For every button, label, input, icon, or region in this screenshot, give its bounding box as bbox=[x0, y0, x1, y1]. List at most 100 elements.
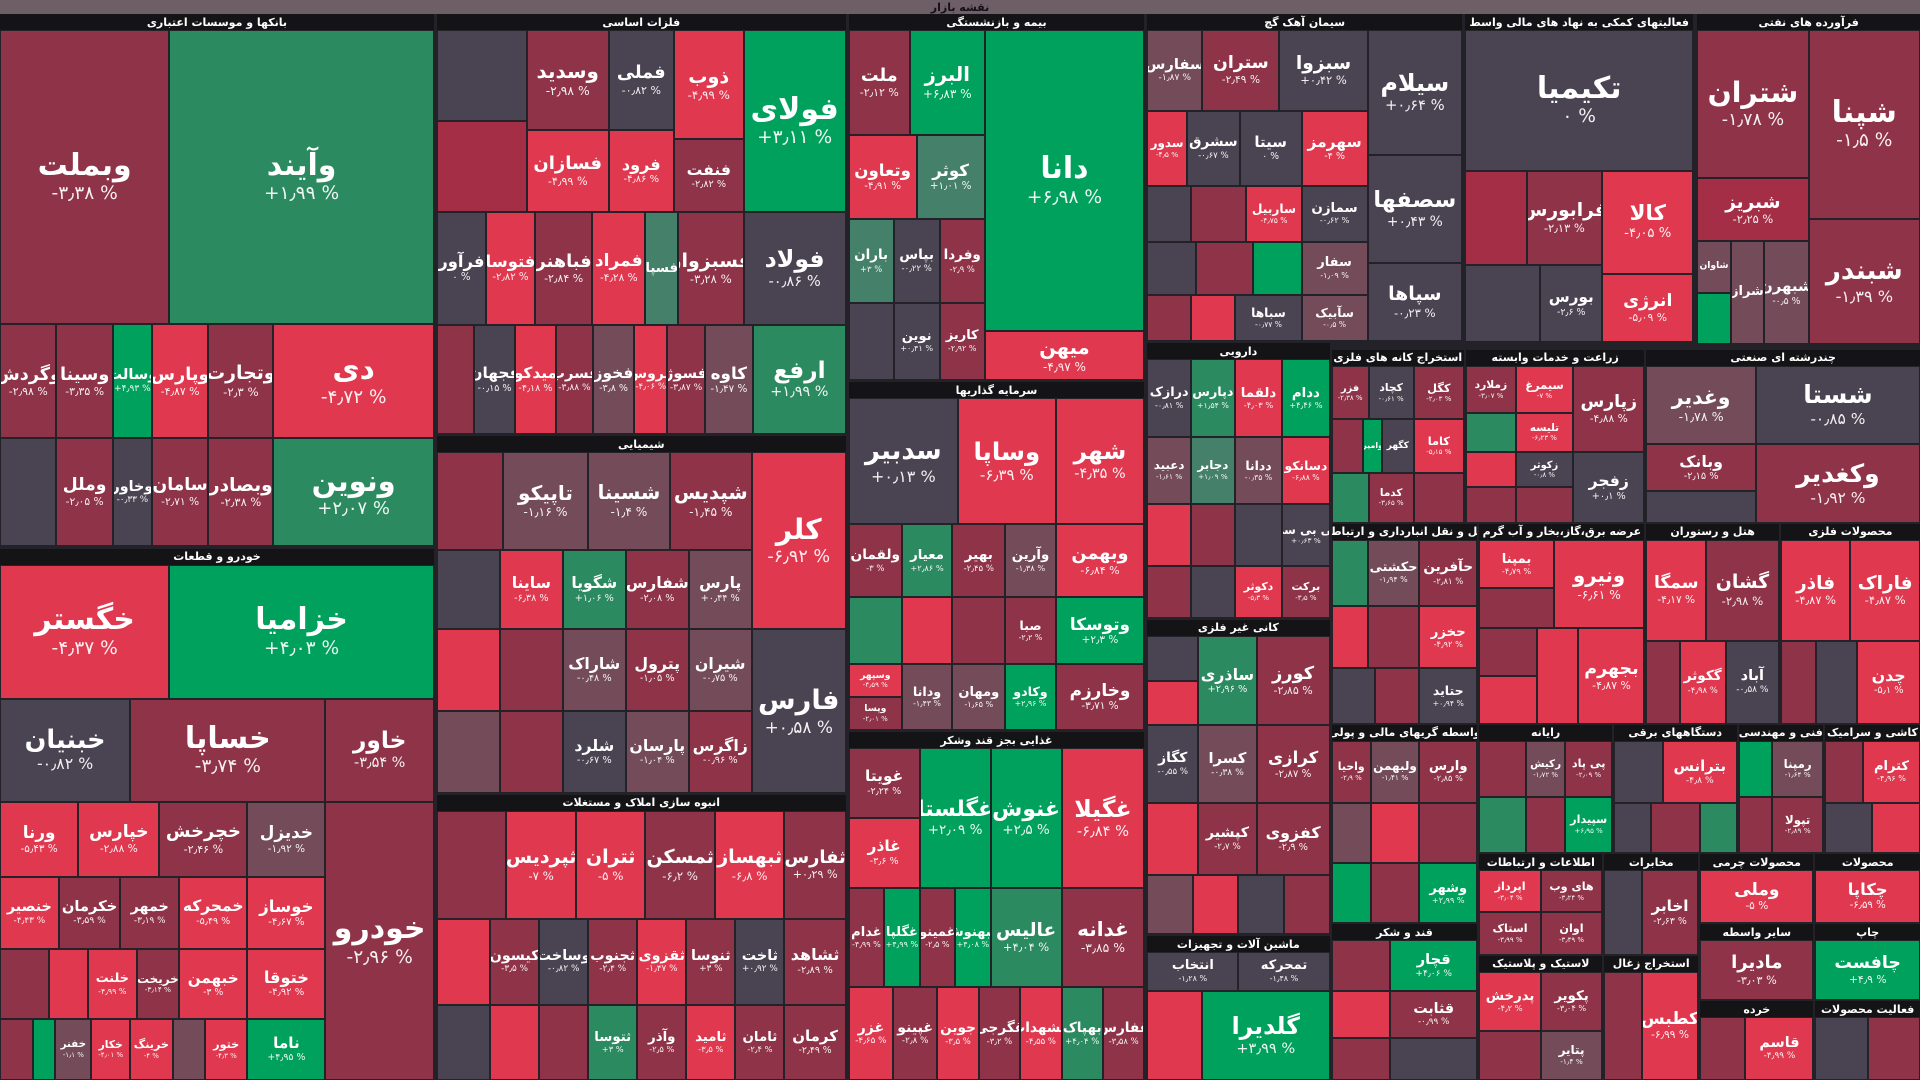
stock-tile[interactable]: کاوه -۱٫۴۷ % bbox=[705, 326, 752, 434]
stock-tile[interactable]: شستا -۰٫۸۵ % bbox=[1756, 366, 1919, 444]
stock-tile[interactable]: سباها -۰٫۷۷ % bbox=[1236, 295, 1301, 341]
stock-tile[interactable]: ونیرو -۶٫۶۱ % bbox=[1554, 540, 1644, 628]
stock-tile-unlabeled[interactable] bbox=[1414, 473, 1463, 522]
stock-tile-unlabeled[interactable] bbox=[500, 712, 562, 792]
stock-tile[interactable]: غپینو -۲٫۸ % bbox=[894, 988, 937, 1079]
stock-tile-unlabeled[interactable] bbox=[1480, 629, 1537, 675]
stock-tile[interactable]: سپاها -۰٫۲۳ % bbox=[1368, 264, 1462, 341]
stock-tile[interactable]: حکشتی -۱٫۹۴ % bbox=[1369, 540, 1419, 605]
stock-tile-unlabeled[interactable] bbox=[849, 598, 901, 663]
stock-tile-unlabeled[interactable] bbox=[1148, 681, 1198, 725]
stock-tile[interactable]: ولقمان -۳ % bbox=[849, 525, 901, 597]
stock-tile[interactable]: غدانه -۳٫۸۵ % bbox=[1062, 888, 1144, 987]
stock-tile[interactable]: خرینگ -۴ % bbox=[131, 1019, 172, 1079]
stock-tile[interactable]: پکویر -۳٫۰۴ % bbox=[1541, 972, 1602, 1031]
stock-tile[interactable]: دی -۴٫۷۲ % bbox=[274, 325, 433, 437]
stock-tile[interactable]: میدکو -۴٫۱۸ % bbox=[515, 326, 555, 434]
stock-tile[interactable]: ثامان -۲٫۴ % bbox=[736, 1005, 784, 1079]
stock-tile[interactable]: وبانک -۲٫۱۵ % bbox=[1647, 445, 1755, 491]
stock-tile[interactable]: ودانا -۱٫۴۳ % bbox=[902, 664, 952, 730]
stock-tile[interactable]: غگرجی-۳٫۲ % bbox=[979, 988, 1020, 1079]
stock-tile[interactable]: ثپردیس -۷ % bbox=[507, 811, 575, 918]
stock-tile[interactable]: خفنر -۱٫۱ % bbox=[56, 1019, 91, 1079]
stock-tile[interactable]: شبندر -۱٫۳۹ % bbox=[1809, 219, 1919, 344]
stock-tile[interactable]: خنصیر -۴٫۴۳ % bbox=[1, 877, 58, 949]
stock-tile[interactable]: شپنا -۱٫۵ % bbox=[1809, 31, 1919, 218]
stock-tile[interactable]: فسبزوار-۳٫۲۸ % bbox=[679, 212, 743, 325]
stock-tile[interactable]: ثتران -۵ % bbox=[576, 811, 645, 918]
stock-tile-unlabeled[interactable] bbox=[1701, 1018, 1745, 1079]
stock-tile[interactable]: ساربیل -۴٫۷۵ % bbox=[1247, 186, 1301, 241]
stock-tile[interactable]: فارس +۰٫۵۸ % bbox=[752, 630, 845, 792]
stock-tile[interactable]: قاسم -۴٫۹۹ % bbox=[1746, 1018, 1813, 1079]
stock-tile[interactable]: شیران -۰٫۷۵ % bbox=[689, 630, 751, 710]
stock-tile[interactable]: تلیسه -۶٫۲۳ % bbox=[1516, 414, 1573, 452]
stock-tile-unlabeled[interactable] bbox=[1192, 567, 1234, 617]
stock-tile-unlabeled[interactable] bbox=[1873, 803, 1919, 853]
stock-tile-unlabeled[interactable] bbox=[1465, 171, 1526, 265]
stock-tile[interactable]: واحیا -۲٫۹ % bbox=[1332, 741, 1370, 802]
stock-tile-unlabeled[interactable] bbox=[1480, 1032, 1540, 1079]
stock-tile-unlabeled[interactable] bbox=[1148, 242, 1195, 294]
stock-tile[interactable]: پدرخش -۴٫۲ % bbox=[1480, 972, 1540, 1031]
stock-tile[interactable]: فمراد -۴٫۲۸ % bbox=[593, 212, 645, 325]
stock-tile[interactable]: ختوقا -۴٫۹۲ % bbox=[248, 950, 325, 1018]
stock-tile-unlabeled[interactable] bbox=[1332, 941, 1389, 990]
stock-tile[interactable]: وسینا -۳٫۳۵ % bbox=[57, 325, 112, 437]
stock-tile[interactable]: بترانس -۴٫۸ % bbox=[1663, 741, 1736, 802]
stock-tile[interactable]: سامان -۲٫۷۱ % bbox=[152, 439, 208, 546]
stock-tile[interactable]: ددانا -۰٫۳۵ % bbox=[1235, 437, 1282, 504]
stock-tile-unlabeled[interactable] bbox=[1, 1019, 32, 1079]
stock-tile-unlabeled[interactable] bbox=[1332, 473, 1368, 522]
stock-tile[interactable]: تمحرکه -۱٫۴۸ % bbox=[1239, 953, 1329, 990]
stock-tile[interactable]: کچاد -۰٫۶۱ % bbox=[1369, 366, 1413, 419]
stock-tile[interactable]: خگستر -۴٫۳۷ % bbox=[1, 565, 169, 698]
stock-tile[interactable]: ددام +۴٫۴۶ % bbox=[1283, 360, 1329, 436]
stock-tile[interactable]: اوان -۳٫۴۹ % bbox=[1541, 913, 1602, 954]
stock-tile[interactable]: قچار +۴٫۰۶ % bbox=[1390, 941, 1477, 990]
stock-tile[interactable]: فجهان-۰٫۱۵ % bbox=[475, 326, 514, 434]
stock-tile[interactable]: وگردش-۲٫۹۸ % bbox=[1, 325, 56, 437]
stock-tile[interactable]: ثمسکن -۶٫۲ % bbox=[646, 811, 714, 918]
stock-tile-unlabeled[interactable] bbox=[1196, 242, 1253, 294]
stock-tile[interactable]: درازک -۰٫۸۱ % bbox=[1148, 360, 1190, 436]
stock-tile[interactable]: شبریز -۲٫۲۵ % bbox=[1698, 178, 1808, 240]
stock-tile-unlabeled[interactable] bbox=[1148, 505, 1190, 566]
stock-tile[interactable]: سصفها +۰٫۴۳ % bbox=[1368, 155, 1462, 263]
stock-tile[interactable]: خکرمان -۳٫۵۹ % bbox=[59, 877, 120, 949]
stock-tile[interactable]: سمازن -۰٫۶۲ % bbox=[1302, 186, 1367, 241]
stock-tile-unlabeled[interactable] bbox=[1332, 540, 1367, 605]
stock-tile-unlabeled[interactable] bbox=[437, 630, 499, 710]
stock-tile[interactable]: فسرب-۳٫۸۸ % bbox=[556, 326, 593, 434]
stock-tile[interactable]: وبهمن -۶٫۸۴ % bbox=[1056, 525, 1144, 597]
stock-tile[interactable]: فولاد -۰٫۸۶ % bbox=[744, 212, 845, 325]
stock-tile[interactable]: خبنیان -۰٫۸۲ % bbox=[1, 699, 130, 801]
stock-tile-unlabeled[interactable] bbox=[1148, 991, 1201, 1079]
stock-tile[interactable]: غدام -۴٫۹۹ % bbox=[849, 888, 884, 987]
stock-tile-unlabeled[interactable] bbox=[1698, 293, 1730, 344]
stock-tile[interactable]: دلقما -۴٫۰۳ % bbox=[1235, 360, 1282, 436]
stock-tile[interactable]: گکوثر -۴٫۹۸ % bbox=[1680, 641, 1725, 723]
stock-tile[interactable]: خمهر -۳٫۱۹ % bbox=[121, 877, 179, 949]
stock-tile[interactable]: میهن -۴٫۹۷ % bbox=[985, 332, 1144, 380]
stock-tile[interactable]: سفارس -۱٫۸۷ % bbox=[1148, 31, 1202, 110]
stock-tile[interactable]: فتوسا -۲٫۸۲ % bbox=[486, 212, 534, 325]
stock-tile[interactable]: ثاخت +۰٫۹۲ % bbox=[736, 919, 784, 1004]
stock-tile-unlabeled[interactable] bbox=[1651, 803, 1699, 853]
stock-tile[interactable]: سیتا ۰ % bbox=[1240, 111, 1301, 185]
stock-tile[interactable]: شاراک -۰٫۴۸ % bbox=[563, 630, 625, 710]
stock-tile-unlabeled[interactable] bbox=[1868, 1018, 1919, 1079]
stock-tile[interactable]: وکادو +۲٫۹۶ % bbox=[1006, 664, 1055, 730]
stock-tile-unlabeled[interactable] bbox=[437, 811, 506, 918]
stock-tile-unlabeled[interactable] bbox=[1, 950, 48, 1018]
stock-tile-unlabeled[interactable] bbox=[437, 550, 499, 629]
stock-tile-unlabeled[interactable] bbox=[1, 439, 56, 546]
stock-tile[interactable]: خپارس -۲٫۸۸ % bbox=[79, 802, 159, 876]
stock-tile-unlabeled[interactable] bbox=[1332, 669, 1375, 723]
stock-tile-unlabeled[interactable] bbox=[500, 630, 562, 710]
stock-tile-unlabeled[interactable] bbox=[1614, 741, 1662, 802]
stock-tile[interactable]: ناما +۴٫۹۵ % bbox=[248, 1019, 325, 1079]
stock-tile-unlabeled[interactable] bbox=[1148, 803, 1198, 874]
stock-tile[interactable]: کالا -۴٫۰۵ % bbox=[1603, 171, 1693, 273]
stock-tile[interactable]: کاریز -۲٫۹۲ % bbox=[940, 304, 984, 380]
